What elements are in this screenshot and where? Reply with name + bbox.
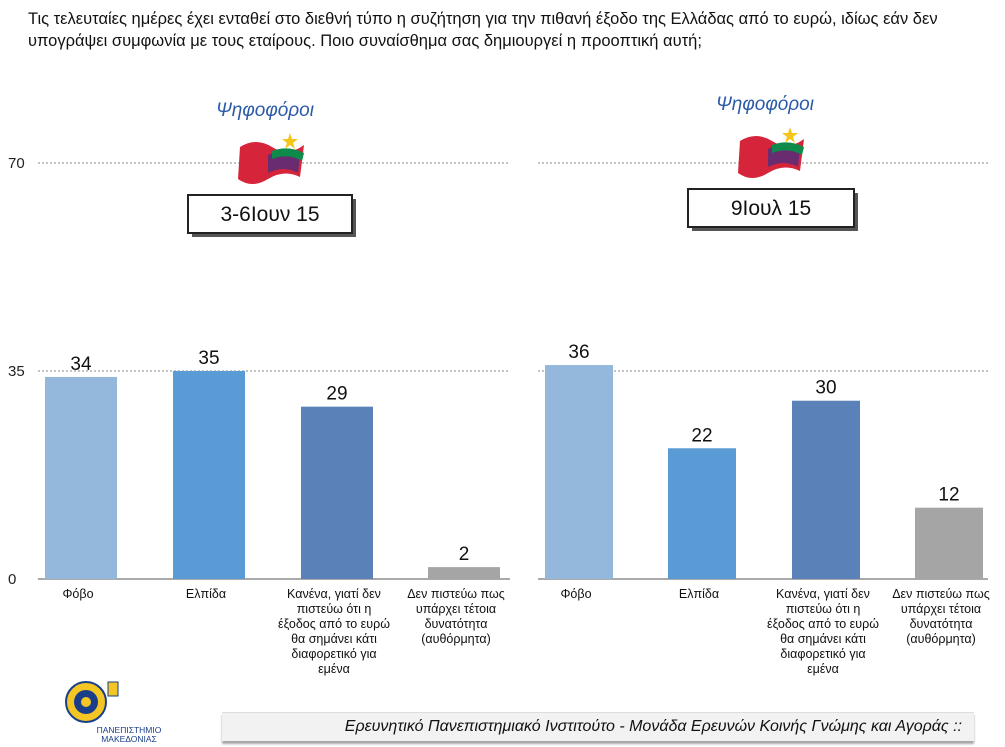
category-label: Δεν πιστεύω πως υπάρχει τέτοια δυνατότητ… — [407, 587, 505, 646]
bar — [545, 365, 613, 579]
bar — [915, 507, 983, 579]
category-label: Κανένα, γιατί δεν πιστεύω ότι η έξοδος α… — [278, 587, 390, 676]
bar-value-label: 12 — [938, 485, 959, 506]
bar — [668, 448, 736, 579]
syriza-flag-icon — [738, 127, 804, 178]
bar-value-label: 30 — [815, 378, 836, 399]
category-label: Δεν πιστεύω πως υπάρχει τέτοια δυνατότητ… — [892, 587, 990, 646]
bar — [301, 406, 373, 579]
period-label: 9Ιουλ 15 — [731, 197, 811, 220]
bar-value-label: 29 — [326, 384, 347, 405]
logo-caption: ΠΑΝΕΠΙΣΤΗΜΙΟ ΜΑΚΕΔΟΝΙΑΣ — [96, 725, 162, 744]
category-label: Φόβο — [560, 587, 592, 601]
category-label: Κανένα, γιατί δεν πιστεύω ότι η έξοδος α… — [767, 587, 879, 676]
bar — [792, 400, 860, 579]
bar-value-label: 35 — [198, 348, 219, 369]
y-tick-label: 70 — [8, 155, 25, 172]
footer-text: Ερευνητικό Πανεπιστημιακό Ινστιτούτο - Μ… — [344, 718, 962, 735]
bar-value-label: 34 — [70, 354, 92, 375]
category-label: Ελπίδα — [678, 587, 720, 601]
syriza-flag-icon — [238, 133, 304, 184]
university-macedonia-logo-icon — [52, 676, 124, 733]
bar-value-label: 36 — [568, 342, 589, 363]
bar — [428, 567, 500, 579]
period-label: 3-6Ιουν 15 — [220, 203, 319, 226]
footer-bar: Ερευνητικό Πανεπιστημιακό Ινστιτούτο - Μ… — [222, 712, 974, 741]
category-label: Ελπίδα — [185, 587, 227, 601]
voter-group-label: Ψηφοφόροι — [716, 94, 814, 115]
date-box — [687, 188, 855, 228]
bar-value-label: 2 — [459, 544, 470, 565]
voter-group-label: Ψηφοφόροι — [216, 100, 314, 121]
y-tick-label: 0 — [8, 571, 16, 588]
date-box — [187, 194, 353, 234]
bar-value-label: 22 — [691, 425, 712, 446]
bar — [45, 376, 117, 579]
bar — [173, 371, 245, 579]
category-label: Φόβο — [62, 587, 94, 601]
y-tick-label: 35 — [8, 363, 25, 380]
survey-question: Τις τελευταίες ημέρες έχει ενταθεί στο δ… — [28, 10, 938, 50]
